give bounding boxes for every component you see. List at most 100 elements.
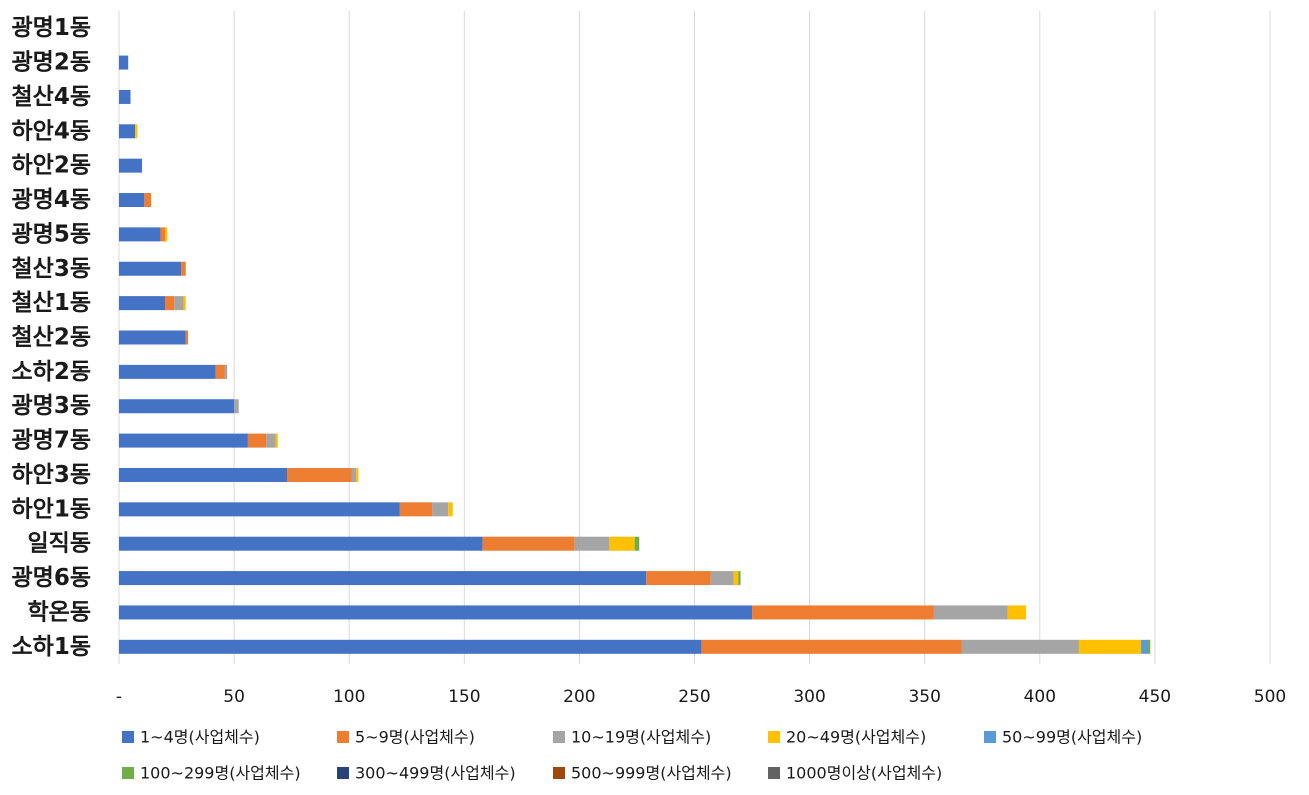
bar-segment: [234, 399, 239, 414]
legend-label: 20~49명(사업체수): [786, 728, 926, 747]
bar-segment: [119, 467, 288, 482]
bar-segment: [266, 433, 276, 448]
category-label: 철산4동: [12, 84, 91, 110]
bar-segment: [174, 296, 184, 311]
bar-segment: [119, 364, 216, 379]
x-tick-label: 400: [1024, 687, 1056, 707]
bar-segment: [185, 330, 189, 345]
category-label: 소하2동: [12, 359, 91, 385]
bar-segment: [482, 536, 575, 551]
bar-segment: [432, 502, 449, 517]
category-label: 광명2동: [12, 50, 91, 76]
category-label: 철산1동: [12, 290, 91, 316]
bar-segment: [160, 227, 166, 242]
legend-swatch: [768, 731, 780, 743]
legend-label: 500~999명(사업체수): [571, 764, 732, 783]
bar-segment: [733, 571, 739, 586]
legend-swatch: [337, 767, 349, 779]
bar-segment: [710, 571, 734, 586]
legend-label: 1000명이상(사업체수): [786, 764, 942, 783]
x-tick-label: 350: [908, 687, 940, 707]
bar-segment: [135, 124, 138, 139]
bar-segment: [287, 467, 352, 482]
legend-label: 10~19명(사업체수): [571, 728, 711, 747]
bars: [119, 55, 1151, 654]
x-tick-label: 300: [793, 687, 825, 707]
bar-segment: [961, 639, 1079, 654]
x-tick-label: 450: [1139, 687, 1171, 707]
legend-label: 5~9명(사업체수): [355, 728, 475, 747]
category-label: 광명5동: [12, 221, 91, 247]
bar-segment: [119, 261, 182, 276]
legend-item: 1~4명(사업체수): [122, 728, 260, 747]
category-labels: 소하1동 학온동 광명6동 일직동 하안1동 하안3동 광명7동 광명3동 소하2동 철산2동 철산…: [12, 15, 91, 660]
bar-segment: [119, 89, 131, 104]
category-label: 철산3동: [12, 256, 91, 282]
x-tick-label: 250: [678, 687, 710, 707]
legend-item: 500~999명(사업체수): [553, 764, 732, 783]
bar-segment: [119, 124, 136, 139]
bar-segment: [183, 296, 186, 311]
bar-segment: [399, 502, 433, 517]
bar-segment: [119, 502, 400, 517]
legend-label: 300~499명(사업체수): [355, 764, 516, 783]
category-label: 광명6동: [12, 565, 91, 591]
legend-item: 1000명이상(사업체수): [768, 764, 942, 783]
bar-segment: [738, 571, 741, 586]
bar-segment: [356, 467, 359, 482]
bar-segment: [165, 227, 168, 242]
bar-segment: [119, 330, 186, 345]
gridlines: [118, 11, 1271, 664]
legend-item: 5~9명(사업체수): [337, 728, 475, 747]
bar-segment: [215, 364, 225, 379]
bar-segment: [119, 158, 143, 173]
bar-segment: [165, 296, 175, 311]
category-label: 광명7동: [12, 428, 91, 454]
bar-segment: [275, 433, 278, 448]
bar-segment: [752, 605, 934, 620]
x-tick-label: 100: [333, 687, 365, 707]
legend-swatch: [553, 767, 565, 779]
bar-segment: [1007, 605, 1026, 620]
legend-item: 50~99명(사업체수): [984, 728, 1142, 747]
category-label: 광명1동: [12, 15, 91, 41]
bar-segment: [574, 536, 610, 551]
bar-segment: [119, 227, 161, 242]
legend-swatch: [553, 731, 565, 743]
bar-segment: [1147, 639, 1151, 654]
bar-segment: [933, 605, 1008, 620]
x-tick-label: 50: [223, 687, 245, 707]
legend-swatch: [337, 731, 349, 743]
bar-segment: [181, 261, 186, 276]
category-label: 하안1동: [12, 496, 91, 522]
category-label: 광명4동: [12, 187, 91, 213]
legend: 1~4명(사업체수) 5~9명(사업체수) 10~19명(사업체수) 20~49명(사…: [122, 728, 1142, 783]
bar-segment: [701, 639, 962, 654]
legend-item: 300~499명(사업체수): [337, 764, 516, 783]
bar-segment: [634, 536, 640, 551]
bar-segment: [119, 193, 145, 208]
legend-item: 10~19명(사업체수): [553, 728, 711, 747]
bar-segment: [351, 467, 357, 482]
legend-item: 100~299명(사업체수): [122, 764, 301, 783]
bar-segment: [119, 433, 248, 448]
legend-item: 20~49명(사업체수): [768, 728, 926, 747]
category-label: 소하1동: [12, 634, 91, 660]
x-tick-labels: - 50 100 150 200 250 300 350 400 450 500: [116, 687, 1286, 707]
bar-segment: [224, 364, 228, 379]
bar-segment: [1078, 639, 1142, 654]
bar-segment: [1141, 639, 1148, 654]
bar-segment: [247, 433, 267, 448]
legend-label: 1~4명(사업체수): [140, 728, 260, 747]
bar-segment: [448, 502, 453, 517]
bar-segment: [119, 571, 647, 586]
legend-label: 100~299명(사업체수): [140, 764, 301, 783]
category-label: 하안2동: [12, 153, 91, 179]
bar-segment: [119, 605, 753, 620]
category-label: 하안3동: [12, 462, 91, 488]
category-label: 일직동: [28, 531, 91, 557]
bar-segment: [119, 536, 483, 551]
legend-swatch: [122, 731, 134, 743]
category-label: 철산2동: [12, 325, 91, 351]
bar-segment: [119, 399, 235, 414]
